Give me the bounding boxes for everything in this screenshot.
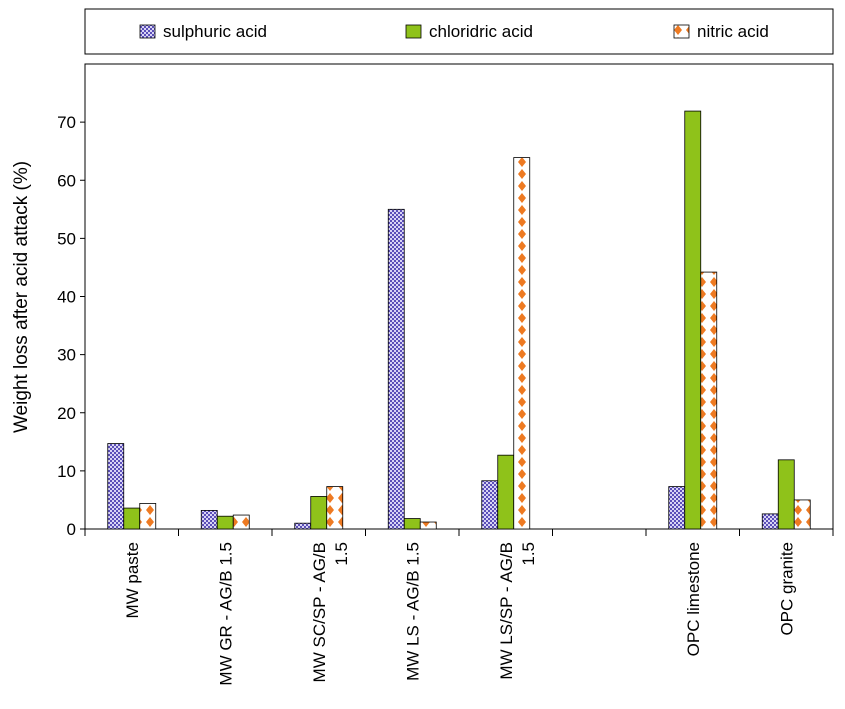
bar-nitric-acid <box>419 521 437 530</box>
legend: sulphuric acid chloridric acid nitric ac… <box>84 8 834 55</box>
bar-nitric-acid <box>139 503 157 530</box>
legend-label-sulphuric: sulphuric acid <box>163 22 267 41</box>
bar-chloridric-acid <box>497 454 515 530</box>
bar-sulphuric-acid <box>107 443 125 530</box>
legend-swatch-sulphuric <box>139 24 156 39</box>
bar-sulphuric-acid <box>481 480 499 530</box>
x-tick-label: MW paste <box>123 542 142 619</box>
y-tick-label: 40 <box>57 288 76 307</box>
legend-label-chloridric: chloridric acid <box>429 22 533 41</box>
bar-nitric-acid <box>232 514 250 530</box>
legend-box <box>84 8 834 55</box>
y-tick-label: 20 <box>57 404 76 423</box>
bar-nitric-acid <box>700 271 718 530</box>
x-tick-label: MW SC/SP - AG/B <box>310 542 329 682</box>
y-axis: 0 10 20 30 40 50 60 70 <box>57 113 85 539</box>
bar-chloridric-acid <box>123 507 141 530</box>
legend-label-nitric: nitric acid <box>697 22 769 41</box>
y-tick-label: 50 <box>57 229 76 248</box>
bar-chloridric-acid <box>777 459 795 530</box>
x-tick-label: 1.5 <box>519 542 538 566</box>
legend-item-nitric: nitric acid <box>673 22 769 41</box>
y-tick-label: 10 <box>57 462 76 481</box>
y-tick-label: 60 <box>57 171 76 190</box>
bar-nitric-acid <box>326 486 344 530</box>
legend-item-chloridric: chloridric acid <box>405 22 533 41</box>
bar-chloridric-acid <box>310 496 328 530</box>
y-tick-label: 0 <box>67 520 76 539</box>
bar-sulphuric-acid <box>387 208 405 530</box>
x-tick-label: OPC granite <box>777 542 796 636</box>
bar-sulphuric-acid <box>294 522 312 530</box>
bar-sulphuric-acid <box>200 509 218 530</box>
bar-chloridric-acid <box>403 518 421 530</box>
x-axis: MW paste MW GR - AG/B 1.5 MW SC/SP - AG/B 1… <box>84 528 834 686</box>
bar-chloridric-acid <box>216 515 234 530</box>
bar-nitric-acid <box>513 157 531 530</box>
y-tick-label: 30 <box>57 346 76 365</box>
y-tick-label: 70 <box>57 113 76 132</box>
legend-item-sulphuric: sulphuric acid <box>139 22 267 41</box>
bar-nitric-acid <box>793 499 811 530</box>
bar-chloridric-acid <box>684 110 702 530</box>
x-tick-label: OPC limestone <box>684 542 703 656</box>
bars <box>107 110 811 530</box>
x-tick-label: MW GR - AG/B 1.5 <box>216 542 235 686</box>
legend-swatch-chloridric <box>405 24 422 39</box>
bar-sulphuric-acid <box>761 513 779 530</box>
legend-swatch-nitric <box>673 24 690 39</box>
x-tick-label: MW LS/SP - AG/B <box>497 542 516 680</box>
bar-sulphuric-acid <box>668 486 686 530</box>
plot-area-frame <box>84 63 834 530</box>
x-tick-label: 1.5 <box>332 542 351 566</box>
x-tick-label: MW LS - AG/B 1.5 <box>403 542 422 681</box>
y-axis-label: Weight loss after acid attack (%) <box>11 161 32 433</box>
